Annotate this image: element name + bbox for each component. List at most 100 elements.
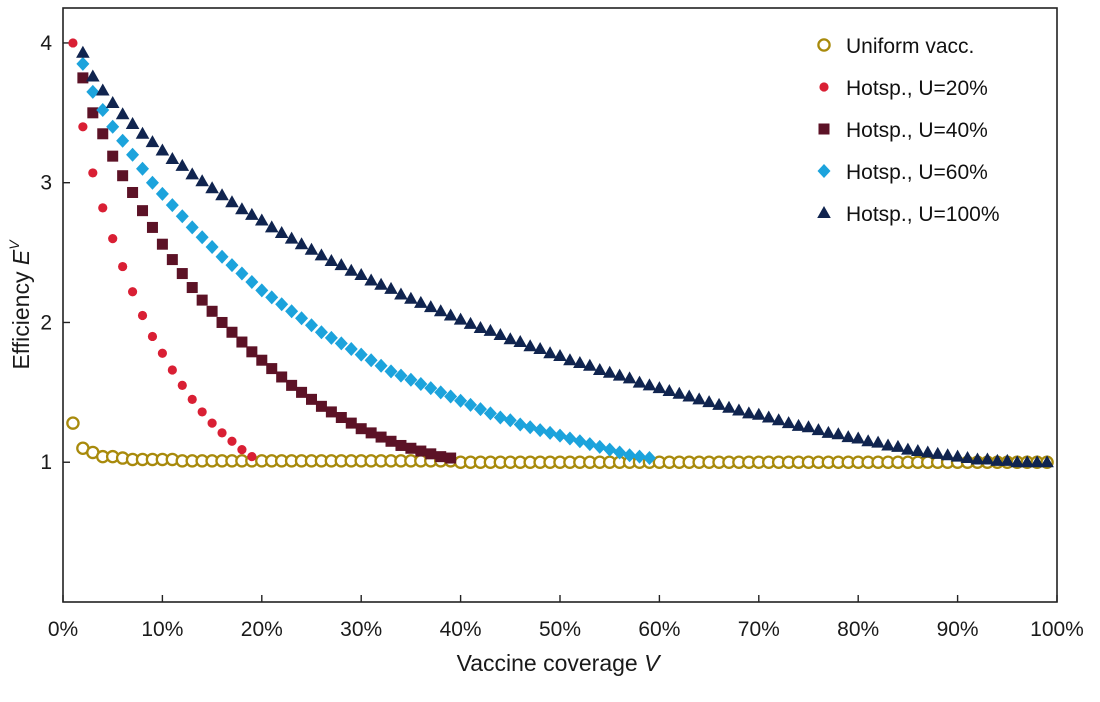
data-point	[662, 383, 677, 396]
data-point	[692, 392, 706, 405]
data-point	[444, 389, 458, 404]
data-point	[593, 439, 607, 454]
data-point	[493, 410, 507, 425]
data-point	[851, 431, 865, 444]
data-point	[274, 226, 289, 239]
data-point	[553, 349, 567, 362]
data-point	[930, 446, 945, 459]
data-point	[414, 295, 428, 308]
data-point	[415, 445, 427, 457]
data-point	[197, 407, 207, 417]
y-tick-label: 2	[40, 311, 52, 334]
data-point	[97, 128, 109, 140]
series-2	[77, 72, 457, 464]
data-point	[493, 328, 508, 341]
data-point	[821, 425, 836, 438]
data-point	[513, 417, 527, 432]
data-point	[960, 451, 975, 464]
data-point	[583, 437, 597, 452]
data-point	[314, 248, 329, 261]
y-tick-label: 1	[40, 451, 52, 474]
data-point	[177, 380, 187, 390]
x-tick-label: 90%	[937, 618, 979, 641]
data-point	[107, 150, 119, 162]
data-point	[334, 336, 348, 351]
x-tick-label: 70%	[738, 618, 780, 641]
data-point	[364, 273, 378, 286]
series-3	[76, 56, 656, 466]
data-point	[78, 122, 88, 132]
data-point	[503, 413, 517, 428]
data-point	[285, 304, 299, 319]
data-point	[96, 103, 110, 118]
data-point	[216, 316, 228, 328]
data-point	[642, 378, 657, 391]
data-point	[284, 231, 299, 244]
legend-item: Uniform vacc.	[817, 35, 974, 58]
legend-item: Hotsp., U=40%	[818, 119, 988, 142]
data-point	[196, 294, 208, 306]
data-point	[264, 220, 279, 233]
data-point	[86, 69, 100, 82]
data-point	[395, 439, 407, 451]
data-point	[137, 310, 148, 321]
data-point	[175, 158, 190, 171]
data-point	[1020, 455, 1034, 468]
data-point	[385, 435, 397, 447]
legend-marker	[818, 123, 830, 135]
data-point	[533, 342, 547, 355]
data-point	[245, 207, 259, 220]
data-point	[215, 249, 229, 264]
x-tick-label: 10%	[141, 618, 183, 641]
data-point	[294, 237, 309, 250]
data-point	[1040, 455, 1054, 468]
data-point	[425, 448, 437, 460]
data-point	[365, 427, 377, 439]
data-point	[137, 205, 149, 217]
series-1	[68, 38, 257, 462]
data-point	[324, 330, 338, 345]
data-point	[781, 416, 796, 429]
data-point	[314, 325, 328, 340]
data-point	[236, 336, 248, 348]
data-point	[483, 406, 497, 421]
data-point	[68, 38, 78, 48]
data-point	[682, 389, 697, 402]
data-point	[127, 186, 139, 198]
data-point	[165, 151, 180, 164]
data-point	[157, 348, 167, 358]
data-point	[1010, 455, 1025, 468]
data-point	[642, 451, 656, 466]
data-point	[404, 291, 418, 304]
data-point	[255, 283, 269, 298]
data-point	[563, 353, 577, 366]
y-tick-label: 3	[40, 172, 52, 195]
data-point	[990, 453, 1005, 466]
legend-marker	[817, 38, 831, 52]
data-point	[98, 203, 108, 213]
data-point	[523, 339, 537, 352]
data-point	[185, 167, 200, 180]
data-point	[503, 332, 518, 345]
data-point	[861, 434, 875, 447]
y-axis-title: Efficiency EV	[6, 239, 34, 370]
x-tick-label: 60%	[638, 618, 680, 641]
data-point	[167, 365, 177, 375]
data-point	[583, 358, 597, 371]
data-point	[592, 362, 607, 375]
series-0	[66, 416, 1054, 469]
data-point	[761, 410, 776, 423]
data-point	[235, 202, 249, 215]
data-point	[841, 430, 856, 443]
data-point	[950, 449, 965, 462]
data-point	[324, 253, 339, 266]
data-point	[135, 126, 150, 139]
data-point	[911, 444, 925, 457]
data-point	[265, 290, 279, 305]
legend-marker	[817, 164, 831, 178]
data-point	[86, 84, 100, 99]
data-point	[207, 418, 217, 428]
data-point	[414, 376, 428, 391]
data-point	[175, 209, 189, 224]
data-point	[246, 346, 258, 358]
